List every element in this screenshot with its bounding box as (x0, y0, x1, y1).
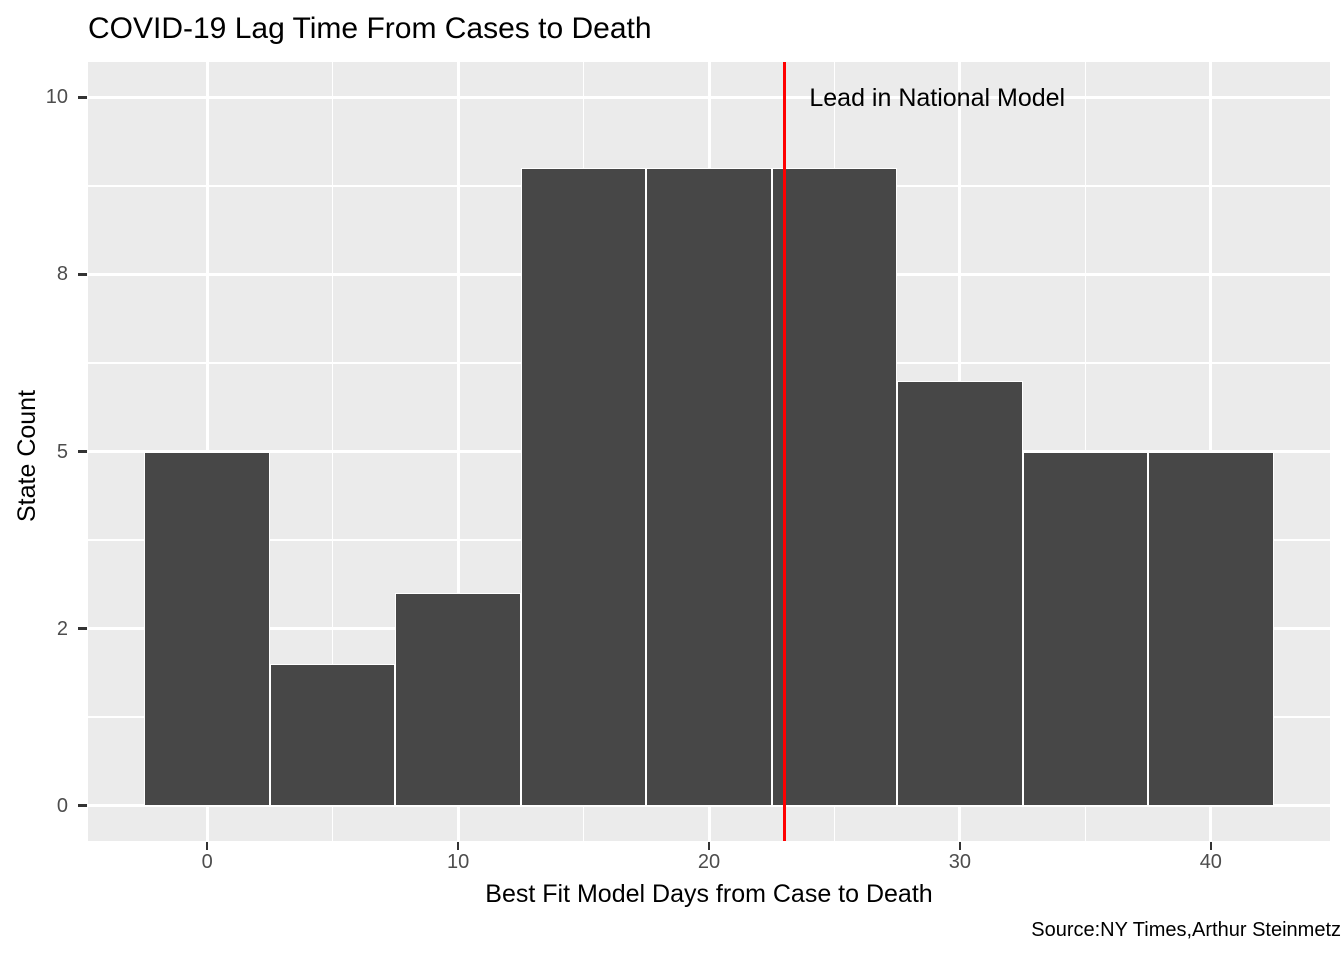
y-axis-title: State Count (13, 389, 41, 522)
y-axis-tick (78, 450, 87, 453)
x-tick-label: 40 (1199, 851, 1222, 873)
y-tick-label: 2 (56, 617, 68, 640)
x-axis-tick (707, 842, 711, 850)
histogram-bar (771, 168, 898, 806)
y-axis-tick (78, 627, 87, 630)
y-tick-label: 0 (56, 794, 68, 817)
histogram-bar (144, 451, 270, 806)
histogram-bar (269, 663, 396, 806)
x-axis-tick (205, 842, 209, 850)
x-tick-label: 0 (201, 851, 213, 873)
y-axis-tick (78, 273, 87, 276)
histogram-bar (520, 168, 647, 806)
gridline-major-x (456, 62, 460, 841)
y-tick-label: 5 (56, 440, 68, 463)
y-axis-tick (78, 96, 87, 99)
y-axis-tick (78, 804, 87, 807)
y-tick-label: 10 (45, 86, 68, 109)
histogram-bar (1148, 451, 1274, 806)
x-axis-tick (958, 842, 962, 850)
x-axis-tick (456, 842, 460, 850)
chart-title: COVID-19 Lag Time From Cases to Death (88, 12, 652, 45)
histogram-bar (1022, 451, 1149, 806)
x-tick-label: 10 (446, 851, 470, 873)
y-tick-label: 8 (56, 263, 68, 286)
source-caption: Source:NY Times,Arthur Steinmetz (1031, 919, 1341, 941)
histogram-bar (395, 593, 521, 806)
histogram-bar (646, 168, 772, 806)
reference-vline (782, 62, 786, 841)
x-tick-label: 30 (948, 851, 972, 873)
x-tick-label: 20 (697, 851, 721, 873)
histogram-bar (897, 380, 1023, 806)
x-axis-tick (1209, 842, 1213, 850)
vline-annotation-label: Lead in National Model (809, 84, 1066, 113)
x-axis-title: Best Fit Model Days from Case to Death (485, 880, 933, 908)
